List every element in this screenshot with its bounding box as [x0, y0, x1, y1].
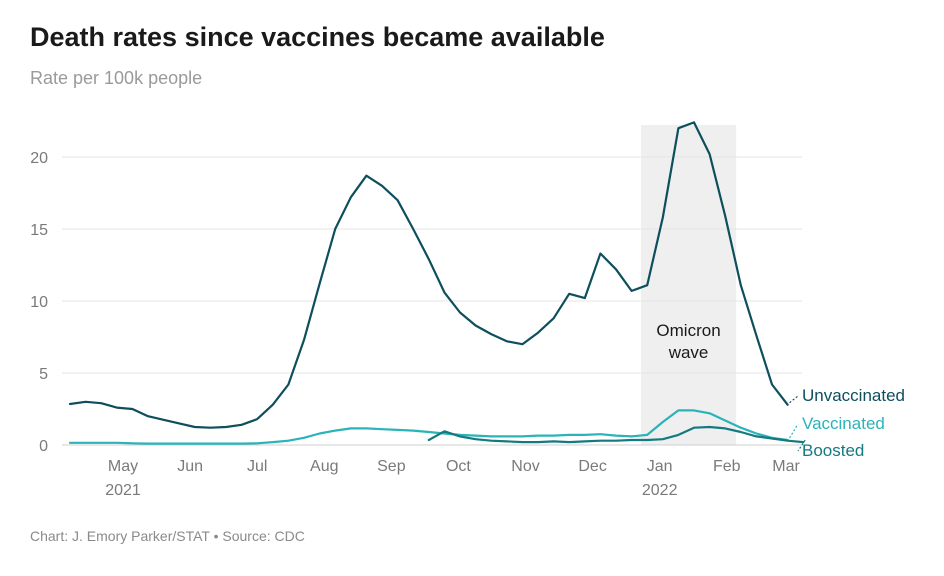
- x-tick-year-2022: 2022: [642, 482, 678, 499]
- series-label-unvaccinated: Unvaccinated: [802, 386, 905, 405]
- x-tick-label-aug: Aug: [310, 458, 338, 475]
- series-line-boosted: [427, 425, 805, 444]
- omicron-wave-region: [640, 125, 737, 445]
- series-line-unvaccinated: [68, 121, 789, 429]
- x-tick-label-feb: Feb: [713, 458, 741, 475]
- chart-subtitle: Rate per 100k people: [30, 68, 203, 88]
- series-label-vaccinated: Vaccinated: [802, 414, 885, 433]
- y-tick-label-20: 20: [30, 150, 48, 167]
- y-tick-label-0: 0: [39, 438, 48, 455]
- x-tick-label-sep: Sep: [377, 458, 406, 475]
- x-tick-label-oct: Oct: [446, 458, 471, 475]
- x-tick-label-jul: Jul: [247, 458, 267, 475]
- label-connector-unvaccinated: [789, 395, 799, 404]
- x-tick-label-mar: Mar: [772, 458, 800, 475]
- x-tick-label-dec: Dec: [578, 458, 606, 475]
- series-label-boosted: Boosted: [802, 441, 864, 460]
- x-tick-label-may: May: [108, 458, 138, 475]
- x-tick-label-jun: Jun: [177, 458, 203, 475]
- y-tick-label-10: 10: [30, 294, 48, 311]
- source-note: Chart: J. Emory Parker/STAT • Source: CD…: [30, 528, 305, 544]
- chart-title: Death rates since vaccines became availa…: [30, 22, 605, 52]
- series-line-vaccinated: [68, 409, 789, 445]
- y-tick-label-5: 5: [39, 366, 48, 383]
- x-tick-label-jan: Jan: [647, 458, 673, 475]
- y-tick-label-15: 15: [30, 222, 48, 239]
- x-tick-year-2021: 2021: [105, 482, 141, 499]
- x-tick-label-nov: Nov: [511, 458, 539, 475]
- label-connector-vaccinated: [789, 423, 799, 439]
- omicron-label-line2: wave: [668, 343, 709, 362]
- omicron-label-line1: Omicron: [656, 321, 720, 340]
